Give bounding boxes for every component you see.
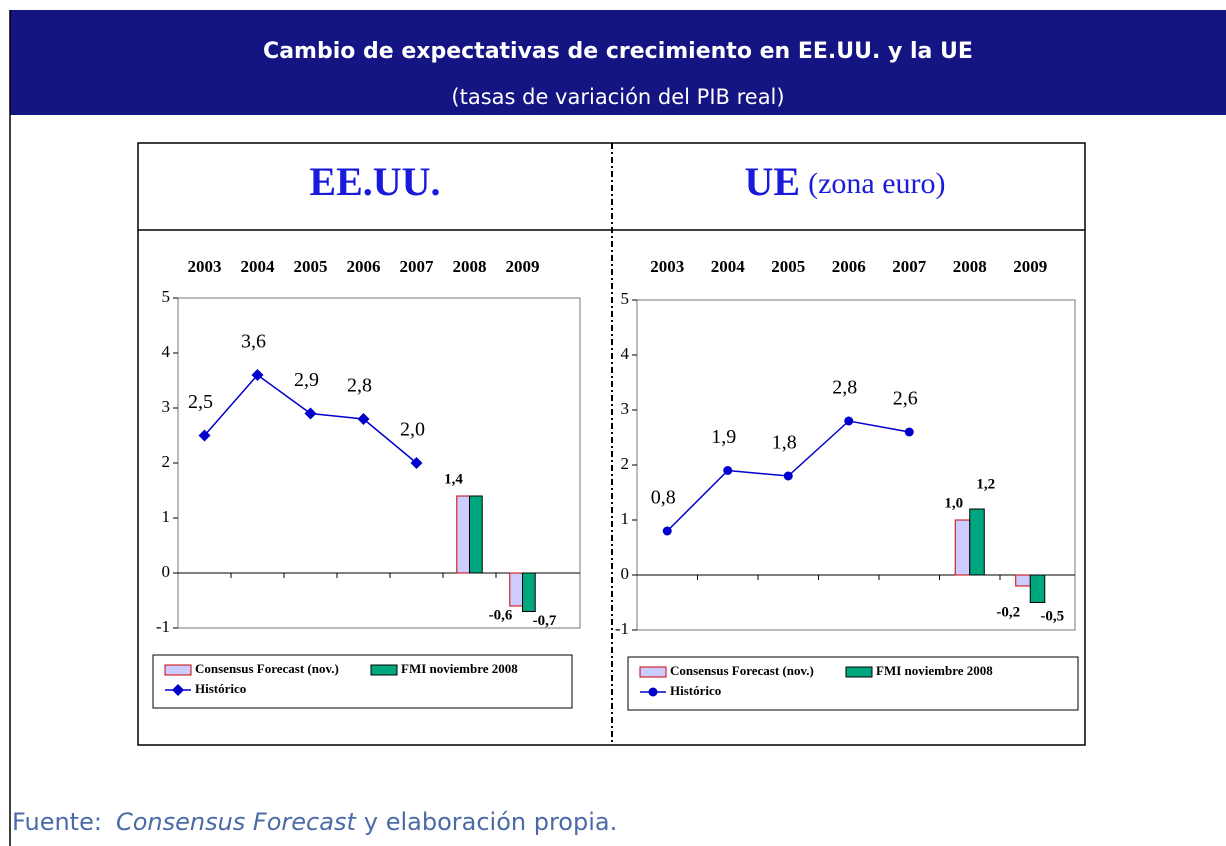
legend-box bbox=[627, 656, 1079, 711]
y-tick-label: 3 bbox=[162, 397, 171, 416]
header-title: Cambio de expectativas de crecimiento en… bbox=[263, 39, 973, 64]
legend-label: FMI noviembre 2008 bbox=[401, 661, 518, 676]
panel-title: EE.UU. bbox=[309, 159, 440, 204]
bar bbox=[969, 508, 985, 576]
year-label: 2007 bbox=[400, 257, 435, 276]
panel-title: UE (zona euro) bbox=[745, 159, 946, 204]
y-tick-label: 5 bbox=[621, 289, 630, 308]
footer-source: Consensus Forecast bbox=[116, 808, 358, 836]
y-tick-label: 2 bbox=[621, 454, 630, 473]
y-tick-label: 4 bbox=[621, 344, 630, 363]
year-label: 2003 bbox=[650, 257, 684, 276]
y-tick-label: 2 bbox=[162, 452, 171, 471]
value-label: 1,4 bbox=[444, 471, 463, 487]
year-label: 2004 bbox=[241, 257, 276, 276]
header-band bbox=[10, 10, 1226, 115]
panel-title-sub: (zona euro) bbox=[808, 167, 945, 200]
value-label: 2,5 bbox=[188, 391, 213, 413]
year-label: 2004 bbox=[711, 257, 746, 276]
legend-label: Consensus Forecast (nov.) bbox=[670, 663, 814, 678]
legend-swatch bbox=[370, 664, 398, 676]
y-tick-label: -1 bbox=[615, 619, 629, 638]
bar bbox=[954, 519, 971, 576]
year-label: 2008 bbox=[453, 257, 487, 276]
value-label: -0,6 bbox=[489, 607, 513, 623]
value-label: 2,8 bbox=[347, 375, 372, 397]
legend-box bbox=[152, 654, 573, 709]
year-label: 2003 bbox=[188, 257, 222, 276]
value-label: 2,0 bbox=[400, 419, 425, 441]
y-tick-label: 4 bbox=[162, 342, 171, 361]
legend-swatch bbox=[845, 666, 873, 678]
value-label: -0,5 bbox=[1040, 608, 1064, 624]
year-label: 2005 bbox=[771, 257, 805, 276]
bar bbox=[456, 495, 470, 574]
value-label: 1,0 bbox=[944, 495, 963, 511]
point bbox=[783, 471, 793, 481]
y-tick-label: 0 bbox=[162, 562, 171, 581]
panel-title-main: UE bbox=[745, 159, 801, 204]
point bbox=[904, 427, 914, 437]
point bbox=[304, 407, 317, 420]
year-label: 2009 bbox=[1013, 257, 1047, 276]
bar bbox=[1029, 574, 1046, 603]
y-tick-label: 0 bbox=[621, 564, 630, 583]
plot-area bbox=[636, 299, 1076, 631]
value-label: -0,7 bbox=[533, 613, 557, 629]
year-label: 2006 bbox=[832, 257, 866, 276]
legend-label: Histórico bbox=[195, 681, 246, 696]
y-tick-label: 3 bbox=[621, 399, 630, 418]
y-tick-label: 1 bbox=[621, 509, 630, 528]
value-label: 0,8 bbox=[651, 487, 676, 509]
year-label: 2008 bbox=[953, 257, 987, 276]
point bbox=[844, 416, 854, 426]
footer: Fuente: Consensus Forecast y elaboración p… bbox=[12, 808, 617, 836]
point bbox=[172, 684, 184, 696]
legend-label: Histórico bbox=[670, 683, 721, 698]
point bbox=[198, 429, 211, 442]
bar bbox=[469, 495, 483, 574]
legend-label: FMI noviembre 2008 bbox=[876, 663, 993, 678]
bar bbox=[509, 572, 523, 607]
y-tick-label: -1 bbox=[156, 617, 170, 636]
year-label: 2007 bbox=[892, 257, 927, 276]
legend-swatch bbox=[164, 664, 192, 676]
value-label: 1,8 bbox=[772, 432, 797, 454]
footer-rest: y elaboración propia. bbox=[364, 808, 617, 836]
footer-label: Fuente: bbox=[12, 808, 102, 836]
year-label: 2006 bbox=[347, 257, 381, 276]
point bbox=[662, 526, 672, 536]
legend-label: Consensus Forecast (nov.) bbox=[195, 661, 339, 676]
y-tick-label: 5 bbox=[162, 287, 171, 306]
point bbox=[648, 687, 658, 697]
value-label: 3,6 bbox=[241, 331, 266, 353]
bar bbox=[522, 572, 536, 612]
legend-swatch bbox=[639, 666, 667, 678]
value-label: 2,6 bbox=[893, 388, 918, 410]
y-tick-label: 1 bbox=[162, 507, 171, 526]
point bbox=[357, 413, 370, 425]
point bbox=[410, 457, 423, 469]
point bbox=[723, 466, 733, 475]
bar bbox=[1015, 574, 1031, 587]
value-label: 1,9 bbox=[711, 426, 736, 448]
value-label: -0,2 bbox=[996, 604, 1020, 620]
year-label: 2005 bbox=[294, 257, 328, 276]
value-label: 2,9 bbox=[294, 369, 319, 391]
value-label: 2,8 bbox=[832, 377, 857, 399]
year-label: 2009 bbox=[506, 257, 540, 276]
point bbox=[251, 369, 264, 381]
value-label: 1,2 bbox=[976, 476, 995, 492]
header-subtitle: (tasas de variación del PIB real) bbox=[451, 85, 784, 109]
